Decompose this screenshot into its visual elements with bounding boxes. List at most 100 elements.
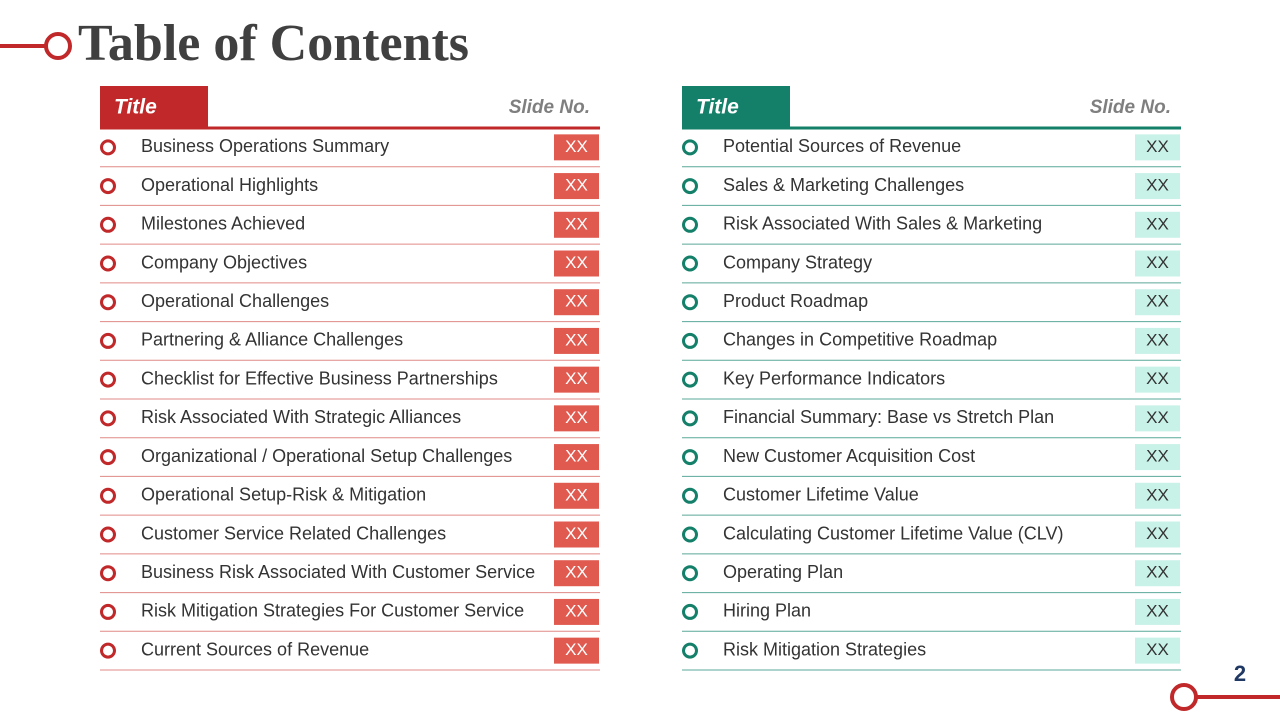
bullet	[682, 371, 698, 388]
slide-number: XX	[1146, 601, 1169, 620]
header-title: Title	[114, 96, 157, 119]
row-label: Changes in Competitive Roadmap	[723, 330, 997, 350]
bullet	[100, 139, 116, 156]
bullet	[682, 294, 698, 311]
slide-number: XX	[565, 447, 588, 466]
slide-number: XX	[565, 601, 588, 620]
slide-box	[1135, 598, 1180, 625]
header-title: Title	[696, 96, 739, 119]
bullet	[100, 642, 116, 659]
slide-number: XX	[1146, 176, 1169, 195]
row-label: Potential Sources of Revenue	[723, 136, 961, 156]
slide-box	[1135, 211, 1180, 238]
row-label: Business Operations Summary	[141, 136, 389, 156]
row-label: Partnering & Alliance Challenges	[141, 330, 403, 350]
row-label: Customer Service Related Challenges	[141, 523, 446, 543]
row-label: Checklist for Effective Business Partner…	[141, 368, 498, 388]
slide-number: XX	[565, 369, 588, 388]
slide-number: XX	[565, 563, 588, 582]
slide-number: XX	[565, 137, 588, 156]
slide-number: XX	[1146, 137, 1169, 156]
row-label: Organizational / Operational Setup Chall…	[141, 446, 512, 466]
slide-box	[554, 173, 599, 200]
slide-box	[1135, 482, 1180, 509]
slide-number: XX	[1146, 408, 1169, 427]
slide-box	[554, 134, 599, 161]
bullet	[682, 526, 698, 543]
bullet	[100, 410, 116, 427]
bullet	[100, 178, 116, 195]
slide-number: XX	[565, 485, 588, 504]
bullet	[682, 178, 698, 195]
slide-box	[554, 405, 599, 432]
slide-box	[1135, 444, 1180, 471]
row-label: Risk Mitigation Strategies For Customer …	[141, 601, 524, 621]
row-label: Operating Plan	[723, 562, 843, 582]
slide-box	[554, 560, 599, 587]
slide-number: XX	[565, 640, 588, 659]
slide-number: XX	[1146, 214, 1169, 233]
header-slide-no: Slide No.	[509, 97, 590, 118]
row-label: Financial Summary: Base vs Stretch Plan	[723, 407, 1054, 427]
header-tab	[100, 86, 208, 128]
bullet	[100, 565, 116, 582]
slide-box	[1135, 521, 1180, 548]
slide-box	[554, 482, 599, 509]
slide-number: XX	[1146, 369, 1169, 388]
slide-box	[1135, 134, 1180, 161]
slide-number: XX	[1146, 640, 1169, 659]
slide-box	[554, 521, 599, 548]
slide-box	[554, 598, 599, 625]
row-label: Operational Setup-Risk & Mitigation	[141, 485, 426, 505]
slide-box	[554, 444, 599, 471]
bullet	[100, 487, 116, 504]
row-label: Risk Associated With Strategic Alliances	[141, 407, 461, 427]
row-label: Company Objectives	[141, 252, 307, 272]
row-label: Operational Highlights	[141, 175, 318, 195]
slide-box	[554, 366, 599, 393]
bullet	[100, 371, 116, 388]
slide-number: XX	[565, 214, 588, 233]
bullet	[100, 449, 116, 466]
row-label: Milestones Achieved	[141, 214, 305, 234]
row-label: Risk Associated With Sales & Marketing	[723, 214, 1042, 234]
row-label: Calculating Customer Lifetime Value (CLV…	[723, 523, 1063, 543]
slide-number: XX	[565, 176, 588, 195]
slide-box	[554, 637, 599, 664]
row-label: New Customer Acquisition Cost	[723, 446, 975, 466]
slide-number: XX	[1146, 485, 1169, 504]
row-label: Sales & Marketing Challenges	[723, 175, 964, 195]
row-label: Risk Mitigation Strategies	[723, 639, 926, 659]
slide-number: XX	[565, 524, 588, 543]
slide-title: Table of Contents	[78, 15, 469, 72]
slide-box	[1135, 173, 1180, 200]
slide-number: XX	[1146, 330, 1169, 349]
slide-box	[1135, 366, 1180, 393]
row-label: Product Roadmap	[723, 291, 868, 311]
bullet	[682, 565, 698, 582]
bullet	[682, 449, 698, 466]
bullet	[100, 603, 116, 620]
slide-box	[554, 327, 599, 354]
row-label: Current Sources of Revenue	[141, 639, 369, 659]
slide-number: XX	[565, 330, 588, 349]
bullet	[100, 526, 116, 543]
row-label: Company Strategy	[723, 252, 872, 272]
slide-box	[554, 211, 599, 238]
slide-box	[1135, 560, 1180, 587]
row-label: Operational Challenges	[141, 291, 329, 311]
row-label: Key Performance Indicators	[723, 368, 945, 388]
bullet	[682, 603, 698, 620]
slide-box	[1135, 327, 1180, 354]
row-label: Hiring Plan	[723, 601, 811, 621]
page-number: 2	[1234, 661, 1246, 686]
slide-number: XX	[1146, 524, 1169, 543]
row-label: Customer Lifetime Value	[723, 485, 919, 505]
bullet	[100, 216, 116, 233]
bullet	[682, 255, 698, 272]
slide-number: XX	[565, 408, 588, 427]
slide-box	[1135, 289, 1180, 316]
row-label: Business Risk Associated With Customer S…	[141, 562, 535, 582]
bullet	[682, 642, 698, 659]
